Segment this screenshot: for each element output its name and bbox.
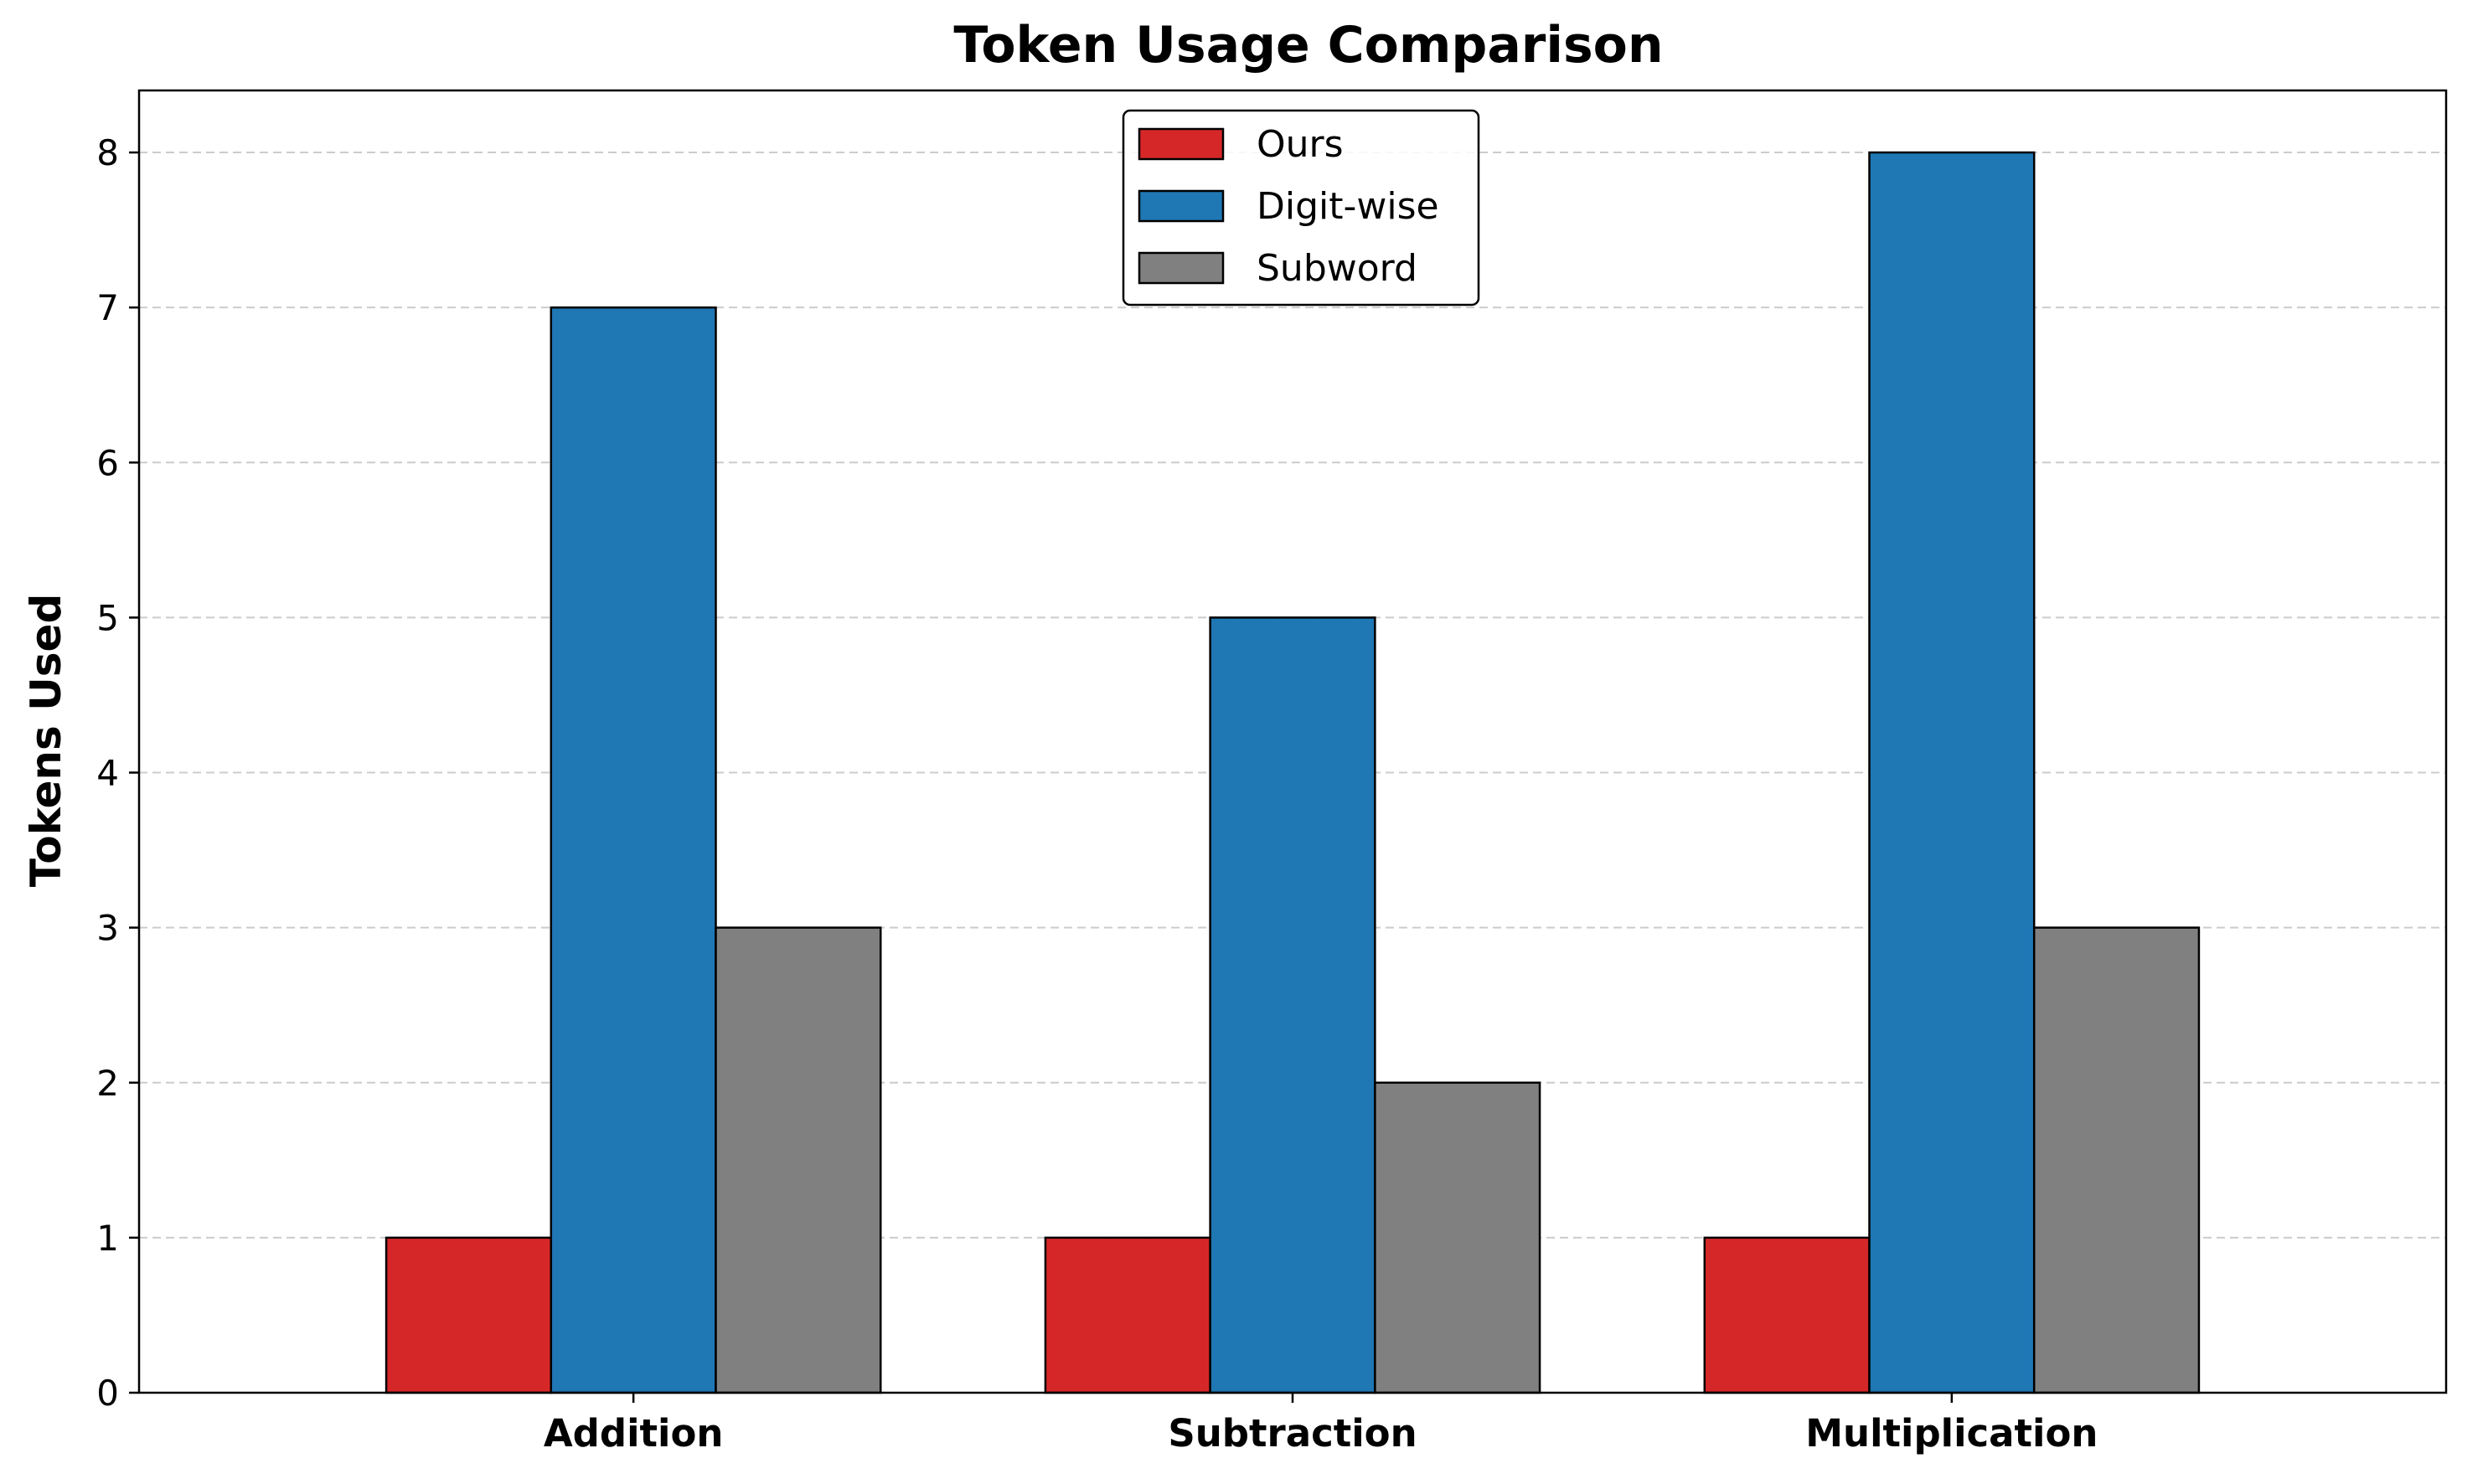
bar-digit-wise-addition xyxy=(550,306,717,1394)
x-tick-label: Subtraction xyxy=(1168,1411,1417,1456)
legend-swatch xyxy=(1138,127,1225,161)
y-tick-label: 8 xyxy=(96,132,119,173)
legend-label: Subword xyxy=(1257,247,1417,290)
y-tick-label: 3 xyxy=(96,908,119,949)
y-tick-label: 7 xyxy=(96,287,119,328)
bar-subword-multiplication xyxy=(2032,926,2201,1394)
x-tick-label: Multiplication xyxy=(1805,1411,2098,1456)
legend-label: Ours xyxy=(1257,123,1344,166)
x-ticks: Addition Subtraction Multiplication xyxy=(544,1393,2098,1456)
legend-items: Ours Digit-wise Subword xyxy=(1138,123,1439,290)
legend: Ours Digit-wise Subword xyxy=(1122,109,1480,307)
y-tick-label: 6 xyxy=(96,442,119,483)
y-tick-label: 4 xyxy=(96,753,119,794)
bar-subword-subtraction xyxy=(1374,1081,1541,1394)
legend-swatch xyxy=(1138,189,1225,223)
y-axis-label: Tokens Used xyxy=(22,594,70,887)
y-tick-label: 5 xyxy=(96,597,119,638)
bar-subword-addition xyxy=(715,926,882,1394)
y-tick-label: 2 xyxy=(96,1063,119,1104)
y-tick-label: 0 xyxy=(96,1373,119,1414)
y-tick-label: 1 xyxy=(96,1218,119,1259)
bar-digit-wise-subtraction xyxy=(1209,616,1376,1394)
chart-title: Token Usage Comparison xyxy=(953,16,1663,75)
legend-swatch xyxy=(1138,251,1225,285)
bar-ours-multiplication xyxy=(1703,1236,1871,1394)
bar-digit-wise-multiplication xyxy=(1868,151,2036,1394)
y-ticks: 0 1 2 3 4 5 6 7 8 xyxy=(96,132,139,1414)
bars xyxy=(385,151,2201,1394)
bar-ours-addition xyxy=(385,1236,553,1394)
legend-label: Digit-wise xyxy=(1257,185,1439,228)
bar-ours-subtraction xyxy=(1044,1236,1211,1394)
x-tick-label: Addition xyxy=(544,1411,724,1456)
